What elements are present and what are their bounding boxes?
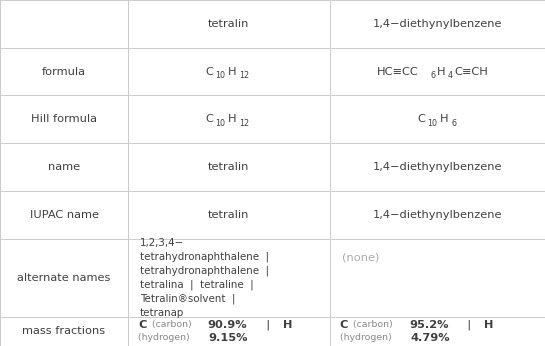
- Text: C: C: [417, 115, 425, 124]
- Text: 4: 4: [448, 71, 453, 80]
- Text: 90.9%: 90.9%: [208, 320, 247, 330]
- Bar: [128, 0, 330, 48]
- Text: Hill formula: Hill formula: [31, 115, 97, 124]
- Bar: [330, 191, 545, 239]
- Text: mass fractions: mass fractions: [22, 326, 106, 336]
- Bar: [0, 317, 128, 346]
- Text: tetralin: tetralin: [208, 210, 250, 220]
- Text: 1,4−diethynylbenzene: 1,4−diethynylbenzene: [373, 210, 502, 220]
- Text: 95.2%: 95.2%: [409, 320, 449, 330]
- Bar: [0, 191, 128, 239]
- Bar: [128, 143, 330, 191]
- Text: IUPAC name: IUPAC name: [29, 210, 99, 220]
- Text: 9.15%: 9.15%: [209, 333, 248, 343]
- Text: C: C: [340, 320, 348, 330]
- Text: H: H: [484, 320, 494, 330]
- Bar: [0, 143, 128, 191]
- Text: (carbon): (carbon): [350, 320, 396, 329]
- Text: C: C: [138, 320, 146, 330]
- Text: |: |: [461, 319, 479, 330]
- Text: 12: 12: [239, 71, 250, 80]
- Text: 6: 6: [431, 71, 435, 80]
- Text: H: H: [283, 320, 292, 330]
- Text: tetralin: tetralin: [208, 162, 250, 172]
- Bar: [128, 48, 330, 95]
- Bar: [0, 48, 128, 95]
- Text: 6: 6: [451, 119, 456, 128]
- Bar: [330, 143, 545, 191]
- Text: 4.79%: 4.79%: [410, 333, 450, 343]
- Text: (hydrogen): (hydrogen): [340, 333, 394, 343]
- Text: 12: 12: [239, 119, 250, 128]
- Bar: [330, 0, 545, 48]
- Bar: [128, 191, 330, 239]
- Text: (carbon): (carbon): [149, 320, 195, 329]
- Text: 1,2,3,4−
tetrahydronaphthalene  |
tetrahydronaphthalene  |
tetralina  |  tetrali: 1,2,3,4− tetrahydronaphthalene | tetrahy…: [140, 238, 269, 318]
- Text: HC≡CC: HC≡CC: [377, 67, 419, 76]
- Text: (hydrogen): (hydrogen): [138, 333, 192, 343]
- Text: |: |: [259, 319, 277, 330]
- Text: alternate names: alternate names: [17, 273, 111, 283]
- Text: name: name: [48, 162, 80, 172]
- Bar: [0, 95, 128, 143]
- Text: 10: 10: [427, 119, 437, 128]
- Text: H: H: [228, 115, 237, 124]
- Bar: [330, 95, 545, 143]
- Bar: [330, 317, 545, 346]
- Text: (none): (none): [342, 253, 379, 263]
- Bar: [128, 239, 330, 317]
- Bar: [0, 0, 128, 48]
- Text: 10: 10: [215, 71, 226, 80]
- Text: C: C: [205, 115, 213, 124]
- Text: tetralin: tetralin: [208, 19, 250, 29]
- Text: C≡CH: C≡CH: [455, 67, 488, 76]
- Bar: [128, 95, 330, 143]
- Text: 10: 10: [215, 119, 226, 128]
- Bar: [330, 239, 545, 317]
- Text: 1,4−diethynylbenzene: 1,4−diethynylbenzene: [373, 19, 502, 29]
- Bar: [128, 317, 330, 346]
- Text: H: H: [440, 115, 449, 124]
- Text: formula: formula: [42, 67, 86, 76]
- Bar: [0, 239, 128, 317]
- Bar: [330, 48, 545, 95]
- Text: H: H: [228, 67, 237, 76]
- Text: C: C: [205, 67, 213, 76]
- Text: 1,4−diethynylbenzene: 1,4−diethynylbenzene: [373, 162, 502, 172]
- Text: H: H: [437, 67, 445, 76]
